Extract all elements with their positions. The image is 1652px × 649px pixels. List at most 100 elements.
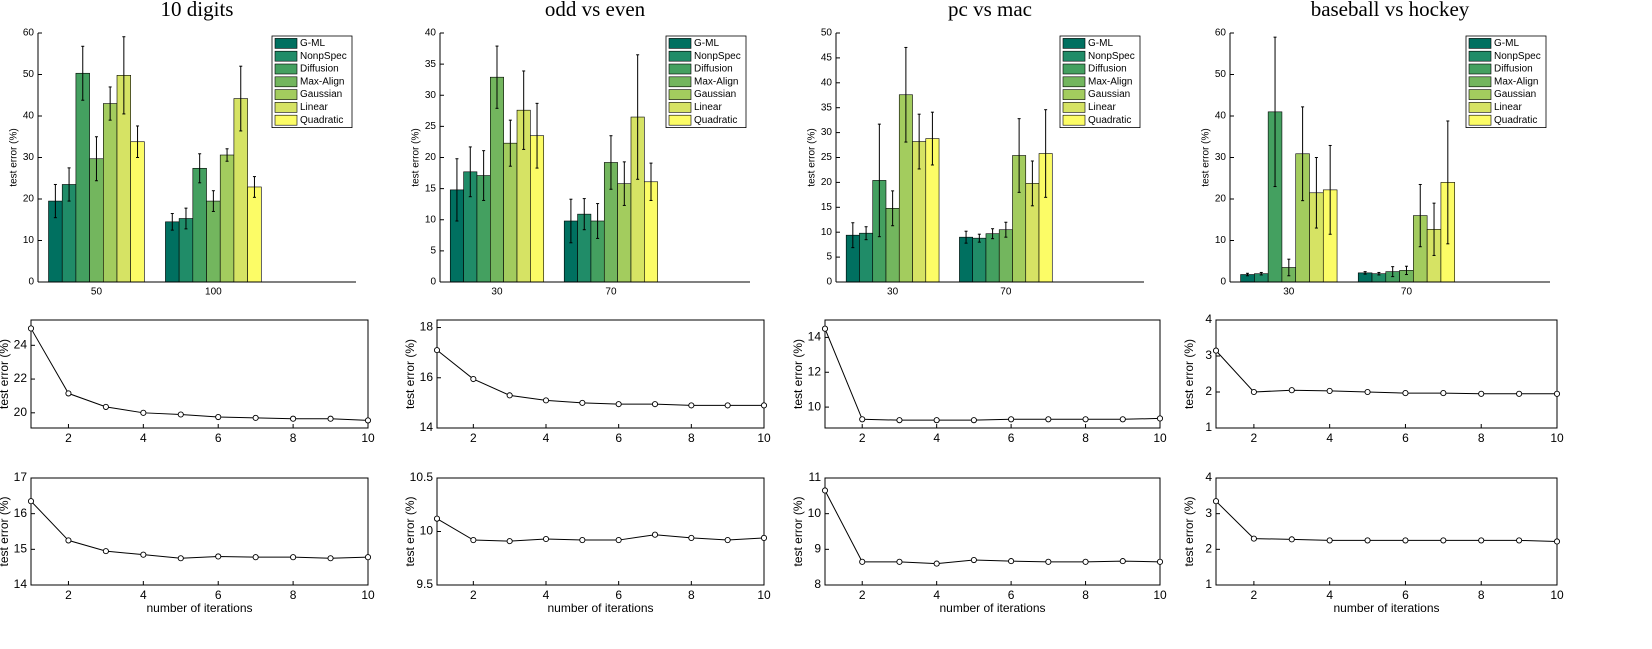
bar — [75, 72, 90, 283]
y-tick-label: 18 — [420, 320, 434, 334]
error-bar — [930, 111, 934, 166]
error-bar — [1030, 160, 1034, 207]
x-tick-label: 10 — [1153, 431, 1167, 445]
marker — [896, 558, 903, 565]
error-bar — [991, 228, 995, 240]
marker — [821, 487, 829, 494]
y-tick-label: 20 — [1215, 194, 1227, 205]
error-bar — [864, 226, 868, 241]
x-tick-label: 8 — [290, 431, 297, 445]
y-tick-label: 5 — [430, 246, 436, 257]
axes-frame — [436, 477, 765, 586]
legend-swatch — [668, 38, 692, 49]
x-tick-label: 2 — [65, 588, 72, 602]
y-tick-label: 25 — [425, 121, 437, 132]
error-bar — [468, 146, 472, 198]
error-bar — [184, 207, 188, 230]
y-tick-label: 40 — [23, 111, 35, 122]
marker — [470, 375, 477, 383]
marker — [896, 417, 903, 424]
y-tick-label: 35 — [425, 59, 437, 70]
error-bar — [495, 45, 499, 109]
legend-swatch — [1468, 38, 1492, 49]
x-tick-label: 6 — [1402, 588, 1409, 602]
legend-label: Linear — [1494, 102, 1522, 113]
y-tick-label: 30 — [821, 127, 833, 138]
marker — [1553, 390, 1561, 397]
y-tick-label: 0 — [430, 277, 436, 288]
line — [436, 518, 765, 542]
error-bar — [455, 158, 459, 222]
marker — [290, 415, 297, 422]
legend-swatch — [1062, 76, 1086, 88]
marker — [1119, 416, 1126, 423]
marker — [140, 409, 147, 416]
marker — [821, 325, 829, 332]
marker — [1250, 388, 1257, 396]
y-tick-label: 4 — [1205, 470, 1212, 484]
marker — [1440, 390, 1447, 397]
legend-label: NonpSpec — [1494, 51, 1541, 62]
y-tick-label: 5 — [826, 252, 832, 263]
legend-swatch — [668, 89, 692, 100]
chart-title: odd vs even — [545, 0, 646, 21]
error-bar — [1418, 183, 1422, 248]
y-tick-label: 8 — [814, 577, 821, 591]
error-bar — [977, 233, 981, 243]
x-tick-label: 6 — [1402, 431, 1409, 445]
legend-label: Gaussian — [300, 89, 342, 100]
legend-label: Diffusion — [1088, 64, 1127, 75]
legend-label: G-ML — [300, 38, 325, 49]
error-bar — [211, 190, 215, 212]
y-tick-label: 20 — [821, 177, 833, 188]
marker — [1516, 537, 1523, 544]
marker — [252, 414, 259, 421]
x-tick-label: 30 — [1283, 287, 1295, 298]
legend-label: Quadratic — [1494, 115, 1537, 126]
line — [30, 500, 369, 559]
y-axis-label: test error (%) — [0, 339, 11, 409]
y-tick-label: 0 — [28, 277, 34, 288]
x-tick-label: 2 — [859, 588, 866, 602]
y-tick-label: 10 — [1215, 235, 1227, 246]
error-bar — [122, 36, 126, 115]
x-tick-label: 10 — [361, 431, 375, 445]
x-tick-label: 10 — [1550, 431, 1564, 445]
y-tick-label: 0 — [826, 277, 832, 288]
marker — [1156, 415, 1164, 422]
x-axis-label: number of iterations — [939, 601, 1045, 615]
legend-swatch — [1062, 63, 1086, 75]
legend-label: Quadratic — [694, 115, 737, 126]
x-tick-label: 4 — [933, 431, 940, 445]
marker — [1364, 388, 1371, 396]
x-tick-label: 4 — [1326, 588, 1333, 602]
error-bar — [649, 162, 653, 201]
y-tick-label: 14 — [14, 577, 28, 591]
marker — [1288, 536, 1295, 543]
y-tick-label: 14 — [420, 420, 434, 434]
legend-swatch — [274, 114, 298, 126]
chart-title: pc vs mac — [948, 0, 1032, 21]
x-tick-label: 8 — [290, 588, 297, 602]
x-axis-label: number of iterations — [146, 601, 252, 615]
x-tick-label: 10 — [1153, 588, 1167, 602]
x-tick-label: 30 — [887, 287, 899, 298]
marker — [1402, 390, 1409, 397]
y-tick-label: 45 — [821, 53, 833, 64]
axes-frame — [824, 477, 1161, 586]
legend-label: Gaussian — [694, 89, 736, 100]
axes-frame — [1215, 477, 1558, 586]
legend-label: G-ML — [1088, 38, 1113, 49]
y-tick-label: 22 — [14, 371, 28, 385]
marker — [1008, 416, 1015, 423]
y-axis-label: test error (%) — [791, 496, 805, 566]
x-tick-label: 10 — [757, 588, 771, 602]
bar — [192, 167, 207, 283]
marker — [27, 498, 35, 505]
x-tick-label: 6 — [1008, 431, 1015, 445]
marker — [102, 548, 109, 555]
error-bar — [1044, 109, 1048, 198]
marker — [651, 531, 659, 538]
bar — [103, 103, 118, 283]
legend-label: Linear — [1088, 102, 1116, 113]
